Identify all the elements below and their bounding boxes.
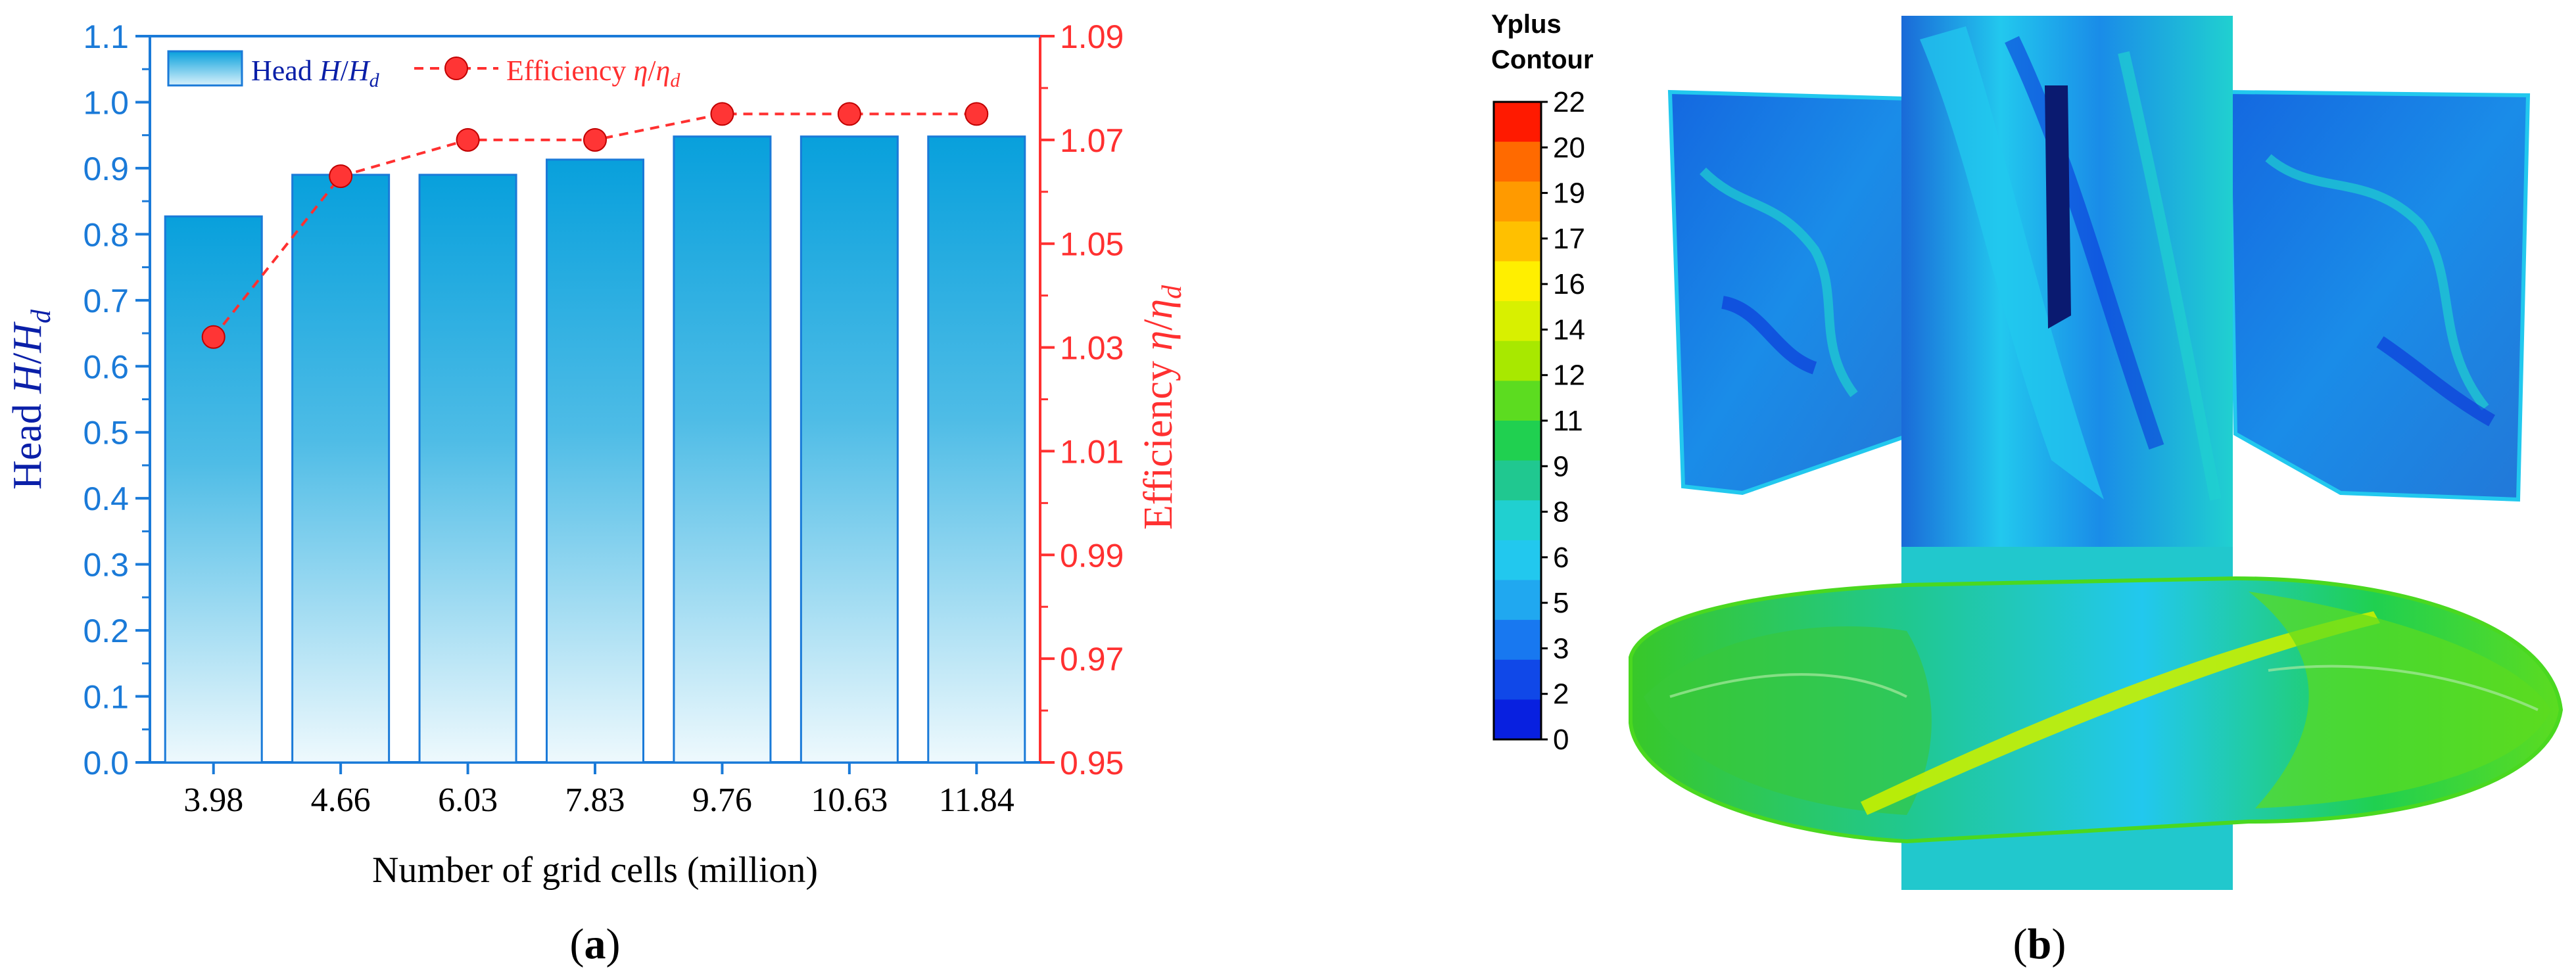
y-tick-label-11: 1.1 [83,18,129,55]
colorbar-label-20: 20 [1553,131,1585,164]
head-bar-10.63 [799,135,899,764]
colorbar-label-6: 6 [1553,542,1569,574]
y-tick-label-4: 0.4 [83,480,129,517]
colorbar-title-line1: Yplus [1491,10,1562,39]
category-labels: 3.98 4.66 6.03 7.83 9.76 10.63 11.84 [183,762,1014,819]
colorbar-band-9 [1494,460,1541,501]
colorbar-label-9: 9 [1553,450,1569,482]
y-axis-title: Head H/Hd [5,309,57,490]
x-tick-label-4.66: 4.66 [311,781,371,819]
legend-eff-label: Efficiency η/ηd [506,55,680,91]
grid-convergence-chart: 0.0 0.1 0.2 0.3 0.4 0.5 0.6 0.7 0.8 0.9 1.0 1.1 0.9… [5,18,1187,968]
chart-legend: Head H/Hd Efficiency η/ηd [167,50,680,91]
colorbar-label-3: 3 [1553,632,1569,664]
x-axis-title: Number of grid cells (million) [372,850,818,891]
panel-label-b: (b) [2013,920,2066,968]
colorbar-band-12 [1494,580,1541,620]
colorbar-band-10 [1494,500,1541,541]
y2-tick-label-0: 0.95 [1060,745,1124,781]
y-tick-label-0: 0.0 [83,745,129,781]
legend-head-label: Head H/Hd [251,55,380,91]
y2-tick-label-3: 1.01 [1060,433,1124,470]
pump-contour-image [1629,16,2564,890]
efficiency-point-3.98 [201,325,226,349]
colorbar-band-13 [1494,620,1541,661]
colorbar-band-3 [1494,221,1541,262]
y2-tick-label-2: 0.99 [1060,537,1124,574]
x-tick-label-7.83: 7.83 [565,781,625,819]
colorbar-band-6 [1494,340,1541,381]
colorbar-label-14: 14 [1553,314,1585,346]
head-bar-3.98 [164,215,263,764]
y-tick-label-6: 0.6 [83,348,129,385]
colorbar-band-5 [1494,301,1541,342]
y-tick-label-3: 0.3 [83,547,129,584]
y-tick-label-5: 0.5 [83,415,129,452]
colorbar-band-7 [1494,381,1541,421]
efficiency-series [201,102,989,349]
colorbar-band-15 [1494,699,1541,740]
colorbar-band-14 [1494,659,1541,700]
y2-tick-label-4: 1.03 [1060,330,1124,367]
head-bar-7.83 [545,158,645,764]
colorbar-label-2: 2 [1553,678,1569,710]
y2-tick-label-5: 1.05 [1060,226,1124,263]
colorbar-label-19: 19 [1553,177,1585,210]
colorbar-label-17: 17 [1553,223,1585,255]
x-tick-label-11.84: 11.84 [939,781,1014,819]
x-tick-label-3.98: 3.98 [183,781,243,819]
y2-tick-label-6: 1.07 [1060,122,1124,159]
head-bar-4.66 [291,174,391,764]
colorbar-title-line2: Contour [1491,45,1594,74]
colorbar-label-11: 11 [1553,405,1583,437]
x-tick-label-9.76: 9.76 [692,781,752,819]
x-tick-label-6.03: 6.03 [438,781,498,819]
panel-label-a: (a) [570,920,621,968]
y2-tick-label-7: 1.09 [1060,18,1124,55]
colorbar-band-11 [1494,540,1541,580]
colorbar-band-0 [1494,102,1541,143]
colorbar-band-2 [1494,181,1541,222]
right-axis-ticks: 0.95 0.97 0.99 1.01 1.03 1.05 1.07 1.09 [1040,18,1124,781]
y-tick-label-7: 0.7 [83,283,129,319]
left-axis-ticks: 0.0 0.1 0.2 0.3 0.4 0.5 0.6 0.7 0.8 0.9 1.0 1.1 [83,18,150,781]
colorbar-label-0: 0 [1553,724,1569,756]
legend-eff-marker [444,57,468,80]
legend-head-swatch [167,50,243,87]
colorbar-band-8 [1494,421,1541,461]
y-tick-label-10: 1.0 [83,84,129,121]
colorbar-label-22: 22 [1553,86,1585,118]
colorbar-label-16: 16 [1553,268,1585,300]
head-bar-6.03 [418,174,517,764]
efficiency-point-9.76 [710,102,734,126]
colorbar-label-12: 12 [1553,360,1585,392]
head-bar-11.84 [927,135,1026,764]
head-bars [164,135,1026,764]
efficiency-point-7.83 [583,128,607,152]
efficiency-point-4.66 [329,164,353,189]
y2-tick-label-1: 0.97 [1060,641,1124,678]
colorbar-label-8: 8 [1553,496,1569,528]
y-tick-label-8: 0.8 [83,216,129,253]
y2-axis-title: Efficiency η/ηd [1136,285,1187,530]
colorbar-label-5: 5 [1553,587,1569,619]
efficiency-point-10.63 [837,102,861,126]
y-tick-label-9: 0.9 [83,151,129,187]
efficiency-point-11.84 [965,102,989,126]
efficiency-point-6.03 [456,128,480,152]
head-bar-9.76 [673,135,772,764]
y-tick-label-2: 0.2 [83,613,129,649]
y-tick-label-1: 0.1 [83,679,129,716]
x-tick-label-10.63: 10.63 [811,781,888,819]
colorbar-band-1 [1494,141,1541,182]
colorbar-band-4 [1494,261,1541,302]
